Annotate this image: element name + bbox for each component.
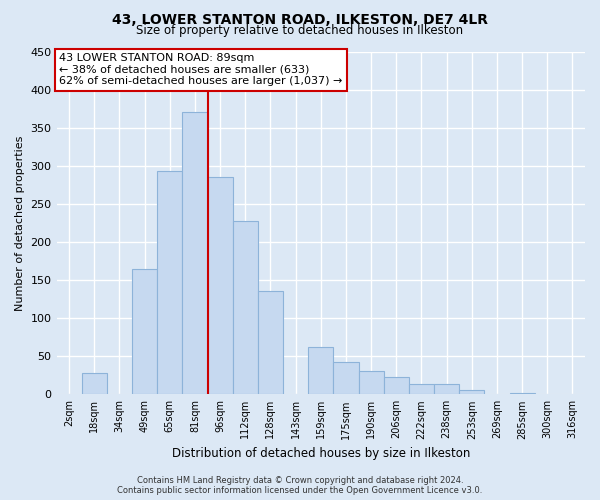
Bar: [132, 268, 157, 394]
Text: Size of property relative to detached houses in Ilkeston: Size of property relative to detached ho…: [136, 24, 464, 37]
Bar: [459, 390, 484, 394]
Bar: [157, 171, 182, 394]
Bar: [258, 292, 283, 395]
Bar: [182, 112, 208, 394]
X-axis label: Distribution of detached houses by size in Ilkeston: Distribution of detached houses by size …: [172, 447, 470, 460]
Text: Contains HM Land Registry data © Crown copyright and database right 2024.
Contai: Contains HM Land Registry data © Crown c…: [118, 476, 482, 495]
Bar: [509, 393, 535, 394]
Bar: [233, 220, 258, 394]
Bar: [308, 347, 334, 395]
Bar: [409, 384, 434, 394]
Bar: [359, 372, 383, 394]
Bar: [82, 373, 107, 394]
Bar: [383, 377, 409, 394]
Bar: [434, 384, 459, 394]
Bar: [334, 362, 359, 394]
Text: 43, LOWER STANTON ROAD, ILKESTON, DE7 4LR: 43, LOWER STANTON ROAD, ILKESTON, DE7 4L…: [112, 12, 488, 26]
Text: 43 LOWER STANTON ROAD: 89sqm
← 38% of detached houses are smaller (633)
62% of s: 43 LOWER STANTON ROAD: 89sqm ← 38% of de…: [59, 53, 343, 86]
Bar: [208, 177, 233, 394]
Y-axis label: Number of detached properties: Number of detached properties: [15, 135, 25, 310]
